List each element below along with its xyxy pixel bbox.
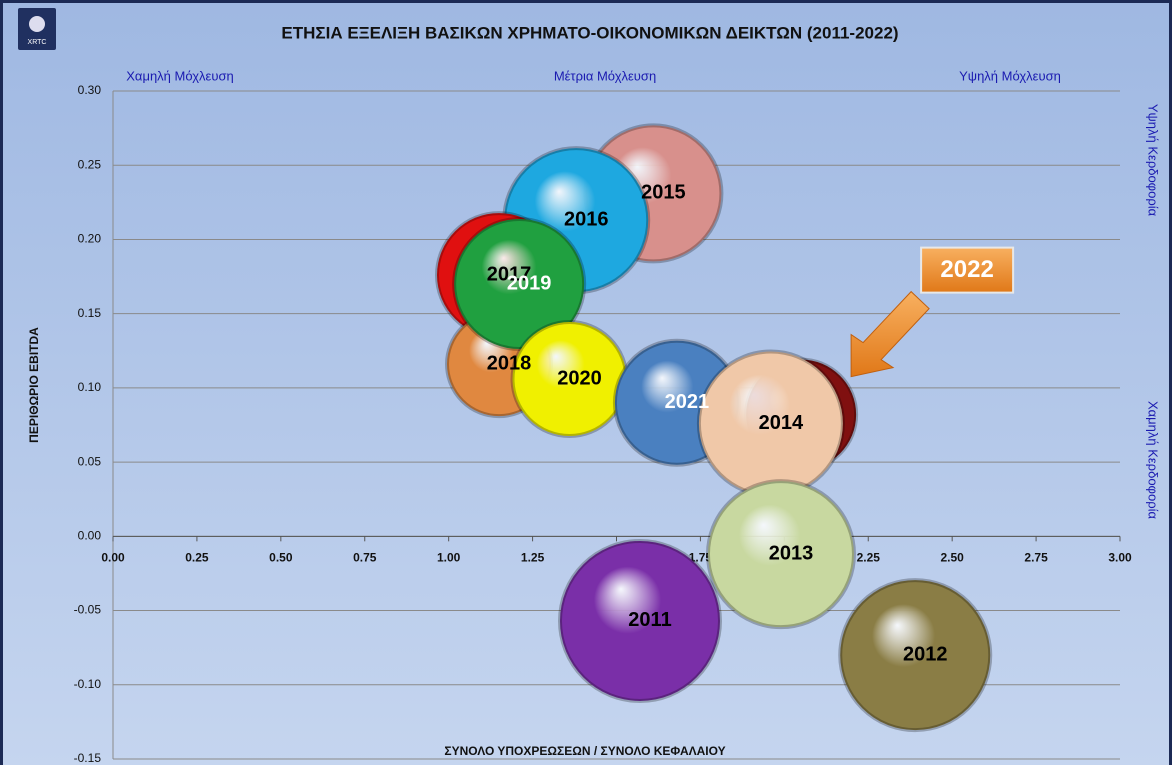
x-tick-label: 0.75 (353, 551, 377, 565)
x-tick-label: 2.75 (1024, 551, 1048, 565)
bubble-label: 2014 (759, 412, 804, 434)
annotation: Χαμηλή Κερδοφορία (1146, 401, 1161, 520)
bubble (707, 481, 854, 628)
bubble-label: 2011 (628, 609, 671, 631)
bubble-label: 2019 (507, 272, 552, 294)
bubble (512, 321, 627, 436)
bubble-label: 2016 (564, 208, 609, 230)
bubble-shade (705, 479, 856, 630)
x-tick-label: 3.00 (1108, 551, 1132, 565)
bubble-shade (557, 538, 722, 703)
y-tick-label: 0.15 (78, 306, 102, 320)
y-tick-label: 0.05 (78, 454, 102, 468)
y-tick-label: -0.15 (74, 751, 102, 765)
y-axis-label: ΠΕΡΙΘΩΡΙΟ EBITDA (27, 327, 41, 443)
bubble-label: 2017 (487, 263, 532, 285)
bubble-label: 2013 (769, 542, 814, 564)
logo-icon (29, 16, 45, 32)
x-tick-label: 0.00 (101, 551, 125, 565)
bubble (454, 218, 585, 349)
bubble-label: 2021 (665, 391, 710, 413)
callout-arrow (850, 290, 930, 378)
annotation: Μέτρια Μόχλευση (554, 68, 656, 83)
annotation: Χαμηλή Μόχλευση (126, 68, 233, 83)
bubble-shade (452, 216, 587, 351)
bubble (840, 580, 991, 731)
y-tick-label: -0.05 (74, 603, 102, 617)
y-tick-label: 0.00 (78, 529, 102, 543)
x-tick-label: 0.25 (185, 551, 209, 565)
logo-text: XRTC (28, 39, 47, 46)
y-tick-label: 0.20 (78, 232, 102, 246)
bubble-label: 2015 (641, 182, 686, 204)
x-tick-label: 1.00 (437, 551, 461, 565)
bubble (698, 351, 843, 496)
x-tick-label: 1.25 (521, 551, 545, 565)
x-tick-label: 2.50 (940, 551, 964, 565)
callout-box (920, 246, 1015, 294)
x-tick-label: 0.50 (269, 551, 293, 565)
x-tick-label: 1.75 (689, 551, 713, 565)
annotation: Υψηλή Κερδοφορία (1146, 104, 1161, 217)
y-tick-label: 0.10 (78, 380, 102, 394)
bubble-shade (838, 578, 993, 733)
x-tick-label: 2.25 (857, 551, 881, 565)
annotation: Υψηλή Μόχλευση (959, 68, 1061, 83)
callout-label: 2022 (940, 256, 993, 283)
x-axis-label: ΣΥΝΟΛΟ ΥΠΟΧΡΕΩΣΕΩΝ / ΣΥΝΟΛΟ ΚΕΦΑΛΑΙΟΥ (444, 744, 725, 758)
bubble (559, 540, 720, 701)
y-tick-label: 0.30 (78, 83, 102, 97)
bubble-label: 2018 (487, 352, 532, 374)
bubble-label: 2020 (557, 367, 602, 389)
y-tick-label: -0.10 (74, 677, 102, 691)
bubble-label: 2012 (903, 643, 948, 665)
y-tick-label: 0.25 (78, 157, 102, 171)
chart-title: ΕΤΗΣΙΑ ΕΞΕΛΙΞΗ ΒΑΣΙΚΩΝ ΧΡΗΜΑΤΟ-ΟΙΚΟΝΟΜΙΚ… (281, 23, 898, 42)
